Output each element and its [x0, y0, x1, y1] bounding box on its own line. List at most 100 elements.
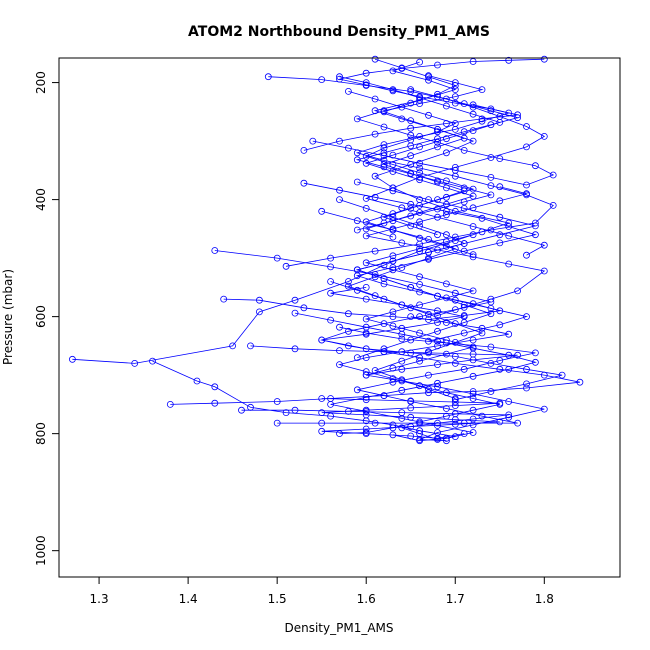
- data-point: [532, 222, 539, 230]
- data-point: [451, 82, 459, 89]
- data-point: [371, 172, 379, 180]
- data-point: [451, 320, 459, 328]
- y-tick-label: 800: [34, 422, 48, 445]
- data-point: [300, 304, 308, 312]
- data-point: [282, 262, 290, 270]
- data-point: [425, 248, 432, 256]
- data-point: [442, 177, 450, 185]
- data-point: [496, 239, 504, 247]
- series-line: [268, 76, 546, 256]
- data-point: [505, 219, 513, 227]
- series-line: [339, 76, 502, 238]
- data-point: [451, 402, 459, 410]
- data-point: [371, 55, 379, 63]
- data-point: [416, 218, 424, 226]
- data-point: [469, 253, 477, 261]
- data-point: [318, 427, 326, 435]
- y-tick-label: 400: [34, 188, 48, 211]
- data-point: [469, 429, 477, 436]
- data-point: [380, 219, 388, 227]
- data-point: [442, 231, 450, 239]
- data-point: [442, 319, 450, 326]
- data-point: [505, 398, 513, 405]
- data-point: [523, 181, 530, 189]
- data-point: [469, 251, 477, 259]
- data-point: [211, 383, 219, 391]
- data-point: [398, 301, 406, 309]
- data-point: [318, 336, 326, 344]
- data-point: [353, 354, 361, 362]
- data-point: [416, 437, 424, 445]
- data-point: [496, 231, 504, 239]
- data-point: [336, 347, 343, 355]
- data-point: [434, 312, 441, 319]
- data-point: [469, 110, 477, 118]
- data-point: [398, 357, 406, 365]
- data-point: [371, 292, 379, 300]
- data-point: [549, 171, 557, 179]
- data-point: [469, 390, 477, 398]
- data-point: [532, 162, 539, 170]
- data-point: [425, 310, 432, 318]
- data-point: [487, 343, 495, 351]
- data-point: [398, 365, 406, 373]
- x-tick-label: 1.6: [357, 592, 376, 606]
- data-point: [442, 437, 450, 445]
- data-point: [407, 397, 415, 405]
- data-point: [425, 196, 432, 204]
- data-point: [389, 187, 397, 195]
- data-point: [362, 295, 370, 303]
- data-point: [434, 196, 441, 204]
- data-point: [407, 432, 415, 440]
- data-point: [425, 389, 432, 397]
- data-point: [389, 86, 397, 93]
- y-tick-label: 1000: [34, 535, 48, 566]
- data-point: [425, 111, 432, 119]
- data-point: [523, 190, 530, 198]
- data-point: [523, 365, 530, 373]
- series-line: [277, 326, 536, 424]
- data-point: [362, 430, 370, 438]
- data-point: [514, 351, 521, 359]
- data-point: [407, 99, 415, 107]
- data-point: [469, 223, 477, 230]
- data-point: [407, 142, 415, 150]
- data-point: [425, 371, 432, 379]
- data-point: [487, 191, 495, 199]
- data-point: [389, 322, 397, 330]
- data-point: [505, 109, 513, 117]
- data-point: [434, 205, 441, 213]
- data-point: [416, 273, 424, 281]
- x-axis: 1.3 1.4 1.5 1.6 1.7 1.8: [90, 576, 554, 606]
- data-point: [532, 231, 539, 239]
- data-point: [247, 403, 254, 411]
- data-point: [487, 310, 495, 318]
- data-point: [327, 263, 335, 271]
- data-point: [327, 254, 335, 262]
- data-point: [434, 61, 441, 69]
- data-point: [487, 107, 495, 115]
- series-line: [355, 89, 520, 231]
- series-line: [152, 360, 509, 440]
- data-point: [389, 375, 397, 383]
- data-point: [478, 86, 486, 93]
- series-line: [294, 312, 537, 442]
- data-point: [425, 337, 432, 345]
- data-point: [362, 393, 370, 401]
- data-point: [416, 382, 424, 390]
- data-point: [478, 324, 486, 332]
- data-point: [353, 217, 361, 225]
- data-point: [442, 200, 450, 208]
- data-point: [407, 423, 415, 431]
- series-line: [337, 316, 509, 434]
- data-point: [434, 307, 441, 315]
- data-point: [460, 134, 468, 142]
- data-point: [523, 384, 530, 392]
- data-point: [380, 280, 388, 288]
- data-point: [362, 368, 370, 376]
- data-point: [540, 132, 548, 140]
- data-point: [371, 193, 379, 201]
- data-point: [407, 124, 415, 132]
- data-point: [407, 222, 415, 230]
- data-point: [149, 357, 156, 365]
